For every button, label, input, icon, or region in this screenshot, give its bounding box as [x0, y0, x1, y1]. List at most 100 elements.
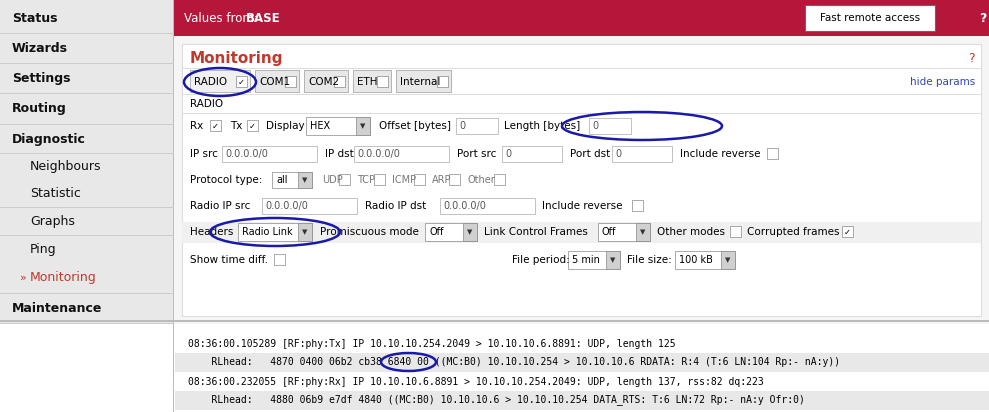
- Bar: [236, 76, 247, 87]
- Bar: [334, 76, 345, 87]
- Text: 0.0.0.0/0: 0.0.0.0/0: [225, 149, 268, 159]
- Text: RLhead:   4880 06b9 e7df 4840 ((MC:B0) 10.10.10.6 > 10.10.10.254 DATA_RTS: T:6 L: RLhead: 4880 06b9 e7df 4840 ((MC:B0) 10.…: [188, 395, 805, 405]
- Text: ▼: ▼: [303, 177, 308, 183]
- Text: Internal: Internal: [400, 77, 440, 87]
- Text: Display: Display: [266, 121, 305, 131]
- Text: Radio IP src: Radio IP src: [190, 201, 250, 211]
- Bar: [255, 70, 299, 92]
- Bar: [456, 118, 498, 134]
- Text: Values from:: Values from:: [184, 12, 262, 24]
- Bar: [0, 235, 174, 236]
- Bar: [304, 70, 348, 92]
- Bar: [632, 200, 643, 211]
- Text: 100 kB: 100 kB: [679, 255, 713, 265]
- Bar: [173, 0, 174, 412]
- Text: Neighbours: Neighbours: [30, 159, 102, 173]
- Text: Include reverse: Include reverse: [680, 149, 761, 159]
- Text: Monitoring: Monitoring: [190, 51, 284, 66]
- Bar: [262, 198, 357, 214]
- Text: Graphs: Graphs: [30, 215, 75, 227]
- Bar: [182, 44, 981, 316]
- Bar: [182, 222, 981, 243]
- Text: ▼: ▼: [468, 229, 473, 235]
- Text: File period:: File period:: [512, 255, 570, 265]
- Text: RADIO: RADIO: [190, 99, 224, 109]
- Bar: [222, 146, 317, 162]
- Bar: [339, 174, 350, 185]
- Text: Rx: Rx: [190, 121, 204, 131]
- Text: ✓: ✓: [844, 227, 851, 236]
- Text: Wizards: Wizards: [12, 42, 68, 54]
- Text: Link Control Frames: Link Control Frames: [484, 227, 587, 237]
- Text: File size:: File size:: [627, 255, 672, 265]
- Text: Promiscuous mode: Promiscuous mode: [320, 227, 419, 237]
- Text: Other modes: Other modes: [657, 227, 725, 237]
- Bar: [437, 76, 448, 87]
- Bar: [190, 70, 250, 92]
- Text: Other: Other: [467, 175, 494, 185]
- Text: »: »: [20, 273, 27, 283]
- Text: TCP: TCP: [357, 175, 375, 185]
- Text: Maintenance: Maintenance: [12, 302, 103, 314]
- Text: 0: 0: [592, 121, 598, 131]
- Text: ✓: ✓: [238, 77, 245, 87]
- Bar: [377, 76, 388, 87]
- Text: Off: Off: [429, 227, 443, 237]
- Text: RLhead:   4870 0400 06b2 cb38 6840 00 ((MC:B0) 10.10.10.254 > 10.10.10.6 RDATA: : RLhead: 4870 0400 06b2 cb38 6840 00 ((MC…: [188, 357, 840, 367]
- Text: Settings: Settings: [12, 72, 70, 84]
- Text: ▼: ▼: [360, 123, 366, 129]
- Bar: [175, 353, 989, 372]
- Text: Show time diff.: Show time diff.: [190, 255, 268, 265]
- Bar: [0, 153, 174, 154]
- Text: ETH: ETH: [357, 77, 378, 87]
- Bar: [356, 117, 370, 135]
- Text: HEX: HEX: [310, 121, 330, 131]
- Text: ARP: ARP: [432, 175, 452, 185]
- Text: 0.0.0.0/0: 0.0.0.0/0: [357, 149, 400, 159]
- Bar: [182, 94, 981, 95]
- Bar: [449, 174, 460, 185]
- Text: Monitoring: Monitoring: [30, 272, 97, 285]
- Text: ?: ?: [968, 52, 975, 65]
- Bar: [306, 117, 370, 135]
- Bar: [568, 251, 620, 269]
- Text: 0: 0: [615, 149, 621, 159]
- Bar: [238, 223, 312, 241]
- Bar: [598, 223, 650, 241]
- Text: IP src: IP src: [190, 149, 218, 159]
- Text: 0: 0: [505, 149, 511, 159]
- Text: Corrupted frames: Corrupted frames: [747, 227, 840, 237]
- Text: Off: Off: [602, 227, 616, 237]
- Text: Protocol type:: Protocol type:: [190, 175, 262, 185]
- Bar: [494, 174, 505, 185]
- Text: Ping: Ping: [30, 243, 56, 255]
- Text: ▼: ▼: [725, 257, 731, 263]
- Bar: [274, 254, 285, 265]
- Text: all: all: [276, 175, 288, 185]
- Bar: [425, 223, 477, 241]
- Text: COM2: COM2: [308, 77, 339, 87]
- Bar: [0, 93, 174, 94]
- Text: Routing: Routing: [12, 101, 66, 115]
- Bar: [182, 113, 981, 114]
- Text: IP dst: IP dst: [325, 149, 354, 159]
- Text: Status: Status: [12, 12, 57, 24]
- Bar: [502, 146, 562, 162]
- Text: ▼: ▼: [640, 229, 646, 235]
- Bar: [612, 146, 672, 162]
- Text: Port src: Port src: [457, 149, 496, 159]
- Bar: [675, 251, 735, 269]
- Bar: [396, 70, 451, 92]
- Text: Include reverse: Include reverse: [542, 201, 622, 211]
- Text: 0.0.0.0/0: 0.0.0.0/0: [265, 201, 308, 211]
- Bar: [0, 324, 989, 412]
- Text: ✓: ✓: [212, 122, 219, 131]
- Text: Radio IP dst: Radio IP dst: [365, 201, 426, 211]
- Text: Fast remote access: Fast remote access: [820, 13, 920, 23]
- Text: hide params: hide params: [910, 77, 975, 87]
- Bar: [767, 148, 778, 159]
- Bar: [298, 223, 312, 241]
- Bar: [272, 172, 312, 188]
- Bar: [730, 226, 741, 237]
- Text: ?: ?: [979, 12, 987, 24]
